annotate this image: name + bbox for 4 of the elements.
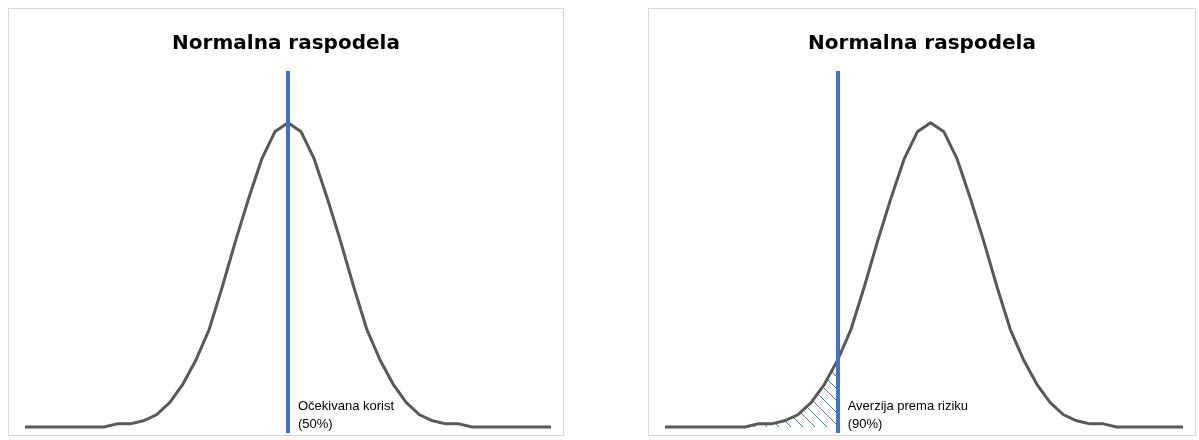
annotation: Averzija prema riziku (90%) — [847, 398, 969, 431]
chart-title: Normalna raspodela — [808, 30, 1036, 54]
annotation: Očekivana korist (50%) — [298, 398, 395, 431]
chart-title: Normalna raspodela — [172, 30, 400, 54]
